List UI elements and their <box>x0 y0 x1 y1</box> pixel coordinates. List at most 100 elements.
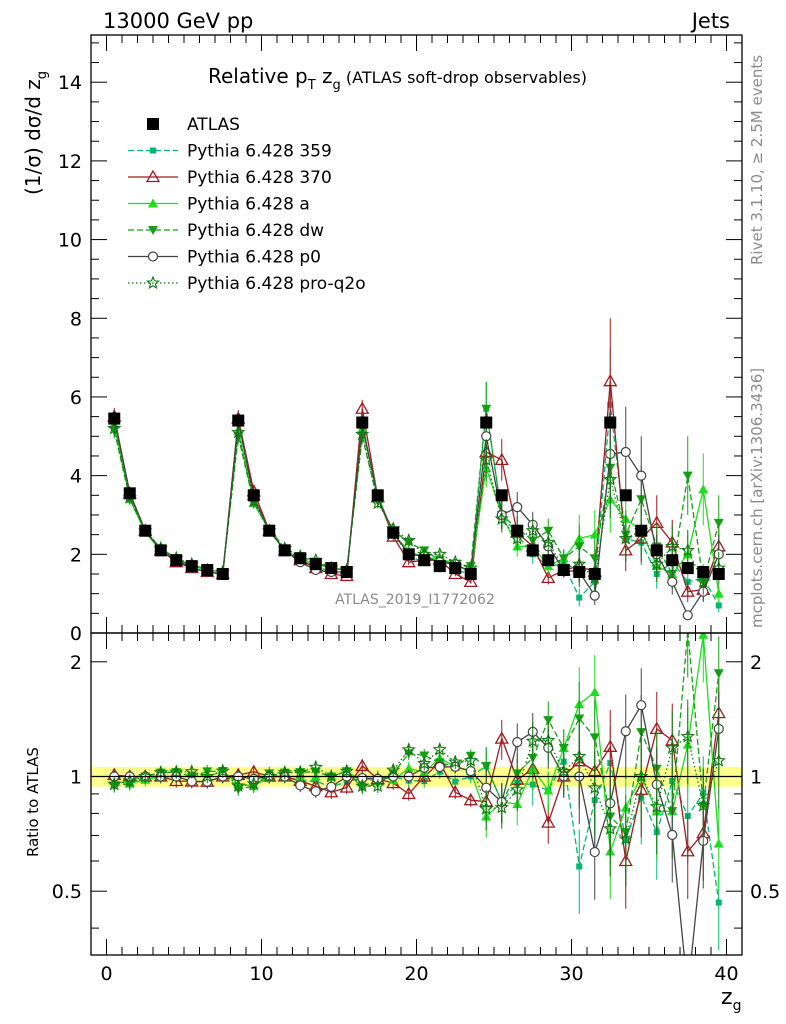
ratio-point <box>556 763 571 778</box>
data-point <box>558 554 569 564</box>
x-tick-label: 10 <box>249 963 273 985</box>
data-point <box>619 489 632 502</box>
ratio-point <box>715 899 722 906</box>
data-point <box>636 470 647 481</box>
data-point <box>557 564 570 577</box>
data-point <box>356 416 369 429</box>
data-point <box>355 426 370 441</box>
ratio-y-tick-label-right: 1 <box>750 766 762 788</box>
x-tick-label: 0 <box>100 963 112 985</box>
legend-marker <box>148 226 158 235</box>
data-point <box>542 554 555 567</box>
ratio-point <box>326 781 337 792</box>
data-point <box>541 535 556 549</box>
legend-marker <box>145 169 161 183</box>
data-point <box>698 484 709 494</box>
ratio-point <box>452 778 459 785</box>
axis-ticks <box>90 35 743 955</box>
legend-entry-pythia-6-428-a: Pythia 6.428 a <box>128 195 310 215</box>
ratio-point <box>587 780 602 794</box>
ratio-line <box>114 703 720 955</box>
ratio-point <box>324 784 339 798</box>
chart-title: Relative pT zg (ATLAS soft-drop observab… <box>208 64 587 93</box>
ratio-point <box>713 669 724 679</box>
y-tick-label: 8 <box>70 308 82 330</box>
ratio-point <box>403 763 414 773</box>
ratio-point <box>463 753 478 767</box>
legend-label: Pythia 6.428 p0 <box>187 248 321 268</box>
ratio-point <box>448 754 463 769</box>
data-point <box>432 546 447 561</box>
data-point <box>712 567 725 580</box>
ratio-point <box>589 686 600 696</box>
data-point <box>713 588 724 598</box>
rivet-label: Rivet 3.1.10, ≥ 2.5M events <box>748 55 766 265</box>
data-point <box>526 544 539 557</box>
series-pythia-6-428-p0 <box>109 406 724 621</box>
x-tick-label: 30 <box>559 963 583 985</box>
data-point <box>681 562 694 575</box>
ratio-point <box>576 863 583 870</box>
legend-label: Pythia 6.428 370 <box>187 168 332 188</box>
ratio-y-tick-label-left: 0.5 <box>52 881 82 903</box>
legend: ATLAS Pythia 6.428 359 Pythia 6.428 370 Pyt… <box>128 115 366 294</box>
ratio-point <box>434 761 445 773</box>
data-point <box>278 544 291 557</box>
ratio-point <box>138 768 153 783</box>
data-point <box>401 554 416 568</box>
data-point <box>667 576 678 587</box>
ratio-point <box>510 782 525 796</box>
legend-entry-pythia-6-428-370: Pythia 6.428 370 <box>128 168 332 188</box>
ratio-axis-label: Ratio to ATLAS <box>24 747 42 857</box>
series-line <box>113 408 720 583</box>
ratio-point <box>215 763 230 778</box>
legend-marker <box>145 275 161 290</box>
ratio-point <box>481 761 492 771</box>
ratio-point <box>680 729 695 743</box>
data-point <box>463 574 478 588</box>
ratio-point <box>355 758 370 772</box>
data-point <box>185 560 198 573</box>
y-tick-label: 0 <box>70 623 82 645</box>
data-point <box>618 531 633 545</box>
ratio-point <box>558 744 569 754</box>
data-point <box>603 472 618 486</box>
data-point <box>170 554 183 567</box>
ratio-point <box>200 768 215 783</box>
data-point <box>247 489 260 502</box>
ratio-series-pythia-6-428-pro-q2o <box>107 699 726 887</box>
data-point <box>649 556 664 571</box>
data-point <box>402 548 415 561</box>
data-point <box>263 524 276 537</box>
ratio-point <box>589 846 600 858</box>
ratio-point <box>525 733 540 748</box>
data-point <box>479 452 494 466</box>
ratio-point <box>107 776 122 791</box>
x-tick-label: 40 <box>714 963 738 985</box>
y-tick-label: 2 <box>70 544 82 566</box>
data-point <box>433 560 446 573</box>
data-point <box>481 404 492 414</box>
series-line <box>113 418 720 617</box>
data-point <box>495 489 508 502</box>
ratio-point <box>603 821 618 835</box>
ratio-point <box>370 778 385 793</box>
data-point <box>589 529 600 539</box>
ratio-point <box>401 742 416 756</box>
data-point <box>123 487 136 500</box>
y-tick-label: 6 <box>70 387 82 409</box>
ratio-point <box>589 733 600 743</box>
data-point <box>232 414 245 427</box>
ratio-point <box>494 731 509 744</box>
data-point <box>401 533 416 547</box>
ratio-point <box>417 756 432 770</box>
ratio-line <box>114 633 720 834</box>
legend-entry-pythia-6-428-p0: Pythia 6.428 p0 <box>128 248 321 268</box>
ratio-point <box>541 815 556 828</box>
ratio-point <box>463 792 478 806</box>
legend-marker <box>147 251 159 262</box>
data-point <box>666 554 679 567</box>
legend-label: Pythia 6.428 dw <box>187 221 324 241</box>
ratio-point <box>512 737 523 748</box>
data-point <box>525 523 540 537</box>
